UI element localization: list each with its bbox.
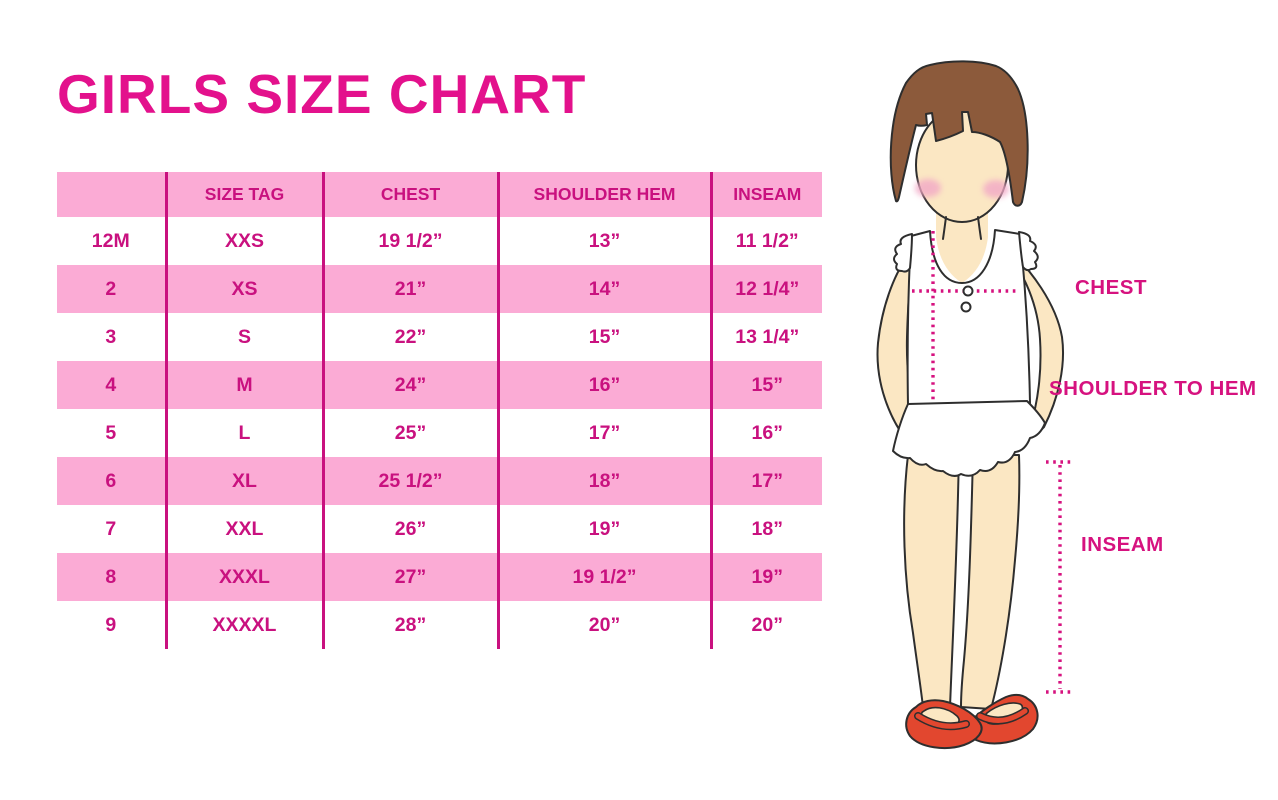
table-cell: 25 1/2” — [323, 457, 500, 505]
leg-left — [903, 454, 960, 708]
hair — [889, 60, 1029, 207]
table-cell: 15” — [711, 361, 822, 409]
table-cell: 17” — [498, 409, 713, 457]
table-cell: 21” — [323, 265, 500, 313]
table-row: 3 S 22” 15” 13 1/4” — [57, 313, 822, 361]
table-cell: 16” — [751, 421, 783, 444]
frill-left — [893, 233, 913, 273]
table-cell: 3 — [57, 313, 168, 361]
table-cell: 19 1/2” — [323, 217, 500, 265]
table-cell: 28” — [323, 601, 500, 649]
table-cell: 17” — [711, 457, 822, 505]
table-header: SIZE TAG CHEST SHOULDER HEM INSEAM — [57, 172, 822, 217]
dress-button-bottom — [960, 301, 972, 313]
blush-left — [915, 179, 941, 197]
table-row: 12M XXS 19 1/2” 13” 11 1/2” — [57, 217, 822, 265]
table-body: 12M XXS 19 1/2” 13” 11 1/2” 2 XS 21” 14” 12 1/4” 3… — [57, 217, 822, 649]
blush-right — [983, 180, 1009, 198]
table-header-row: SIZE TAG CHEST SHOULDER HEM INSEAM — [57, 172, 822, 217]
table-cell: XS — [166, 265, 325, 313]
table-cell: 11 1/2” — [735, 229, 799, 252]
table-cell: 8 — [57, 553, 168, 601]
table-row: 6 XL 25 1/2” 18” 17” — [57, 457, 822, 505]
table-row: 5 L 25” 17” 16” — [57, 409, 822, 457]
table-cell: 24” — [323, 361, 500, 409]
girl-illustration — [876, 60, 1071, 749]
table-cell: 20” — [498, 601, 713, 649]
table-row: 9 XXXXL 28” 20” 20” — [57, 601, 822, 649]
frill-right — [1018, 231, 1039, 272]
column-header: CHEST — [323, 172, 500, 217]
table-cell: 13 1/4” — [735, 325, 800, 348]
leg-right — [960, 454, 1021, 710]
table-cell: 22” — [323, 313, 500, 361]
table-row: 2 XS 21” 14” 12 1/4” — [57, 265, 822, 313]
dress-top — [906, 229, 1031, 406]
table-cell: 2 — [57, 265, 168, 313]
table-cell: S — [166, 313, 325, 361]
table-cell: XXXXL — [166, 601, 325, 649]
table-cell: 5 — [57, 409, 168, 457]
table-cell: 15” — [498, 313, 713, 361]
table-cell: 9 — [57, 601, 168, 649]
shoulder-to-hem-label: SHOULDER TO HEM — [1049, 377, 1257, 400]
table-cell: 6 — [57, 457, 168, 505]
inseam-label: INSEAM — [1081, 533, 1164, 556]
table-cell: XXL — [166, 505, 325, 553]
table-cell: 18” — [751, 517, 783, 540]
shoe-right — [966, 693, 1039, 745]
girl-figure — [876, 60, 1065, 749]
measurement-lines — [912, 231, 1071, 694]
shoe-left — [905, 699, 983, 749]
table-cell: 13” — [498, 217, 713, 265]
table-cell: 26” — [323, 505, 500, 553]
table-cell: 19” — [711, 553, 822, 601]
column-header: INSEAM — [711, 172, 822, 217]
skirt — [892, 400, 1046, 477]
column-header: SIZE TAG — [166, 172, 325, 217]
table-cell: 14” — [498, 265, 713, 313]
table-cell: 20” — [751, 613, 783, 636]
column-header: SHOULDER HEM — [498, 172, 713, 217]
table-cell: 25” — [323, 409, 500, 457]
page-title: GIRLS SIZE CHART — [57, 63, 587, 125]
neck-line-right — [977, 216, 982, 240]
table-cell: 19 1/2” — [498, 553, 713, 601]
neck-line-left — [942, 216, 947, 240]
table-cell: 27” — [323, 553, 500, 601]
table-row: 8 XXXL 27” 19 1/2” 19” — [57, 553, 822, 601]
table-cell: 12M — [57, 217, 168, 265]
table-cell: 19” — [498, 505, 713, 553]
table-row: 7 XXL 26” 19” 18” — [57, 505, 822, 553]
table-cell: XXXL — [166, 553, 325, 601]
table-cell: XL — [166, 457, 325, 505]
size-chart-table: SIZE TAG CHEST SHOULDER HEM INSEAM 12M XXS 19… — [57, 172, 822, 649]
table-cell: 7 — [57, 505, 168, 553]
table-row: 4 M 24” 16” 15” — [57, 361, 822, 409]
table-cell: M — [166, 361, 325, 409]
chest-label: CHEST — [1075, 276, 1147, 299]
table-cell: 12 1/4” — [711, 265, 822, 313]
table-cell: L — [166, 409, 325, 457]
table-cell: 4 — [57, 361, 168, 409]
table-cell: 18” — [498, 457, 713, 505]
table-cell: 16” — [498, 361, 713, 409]
table-cell: XXS — [166, 217, 325, 265]
dress-button-top — [962, 285, 974, 297]
neck — [936, 205, 988, 283]
column-header — [57, 172, 168, 217]
